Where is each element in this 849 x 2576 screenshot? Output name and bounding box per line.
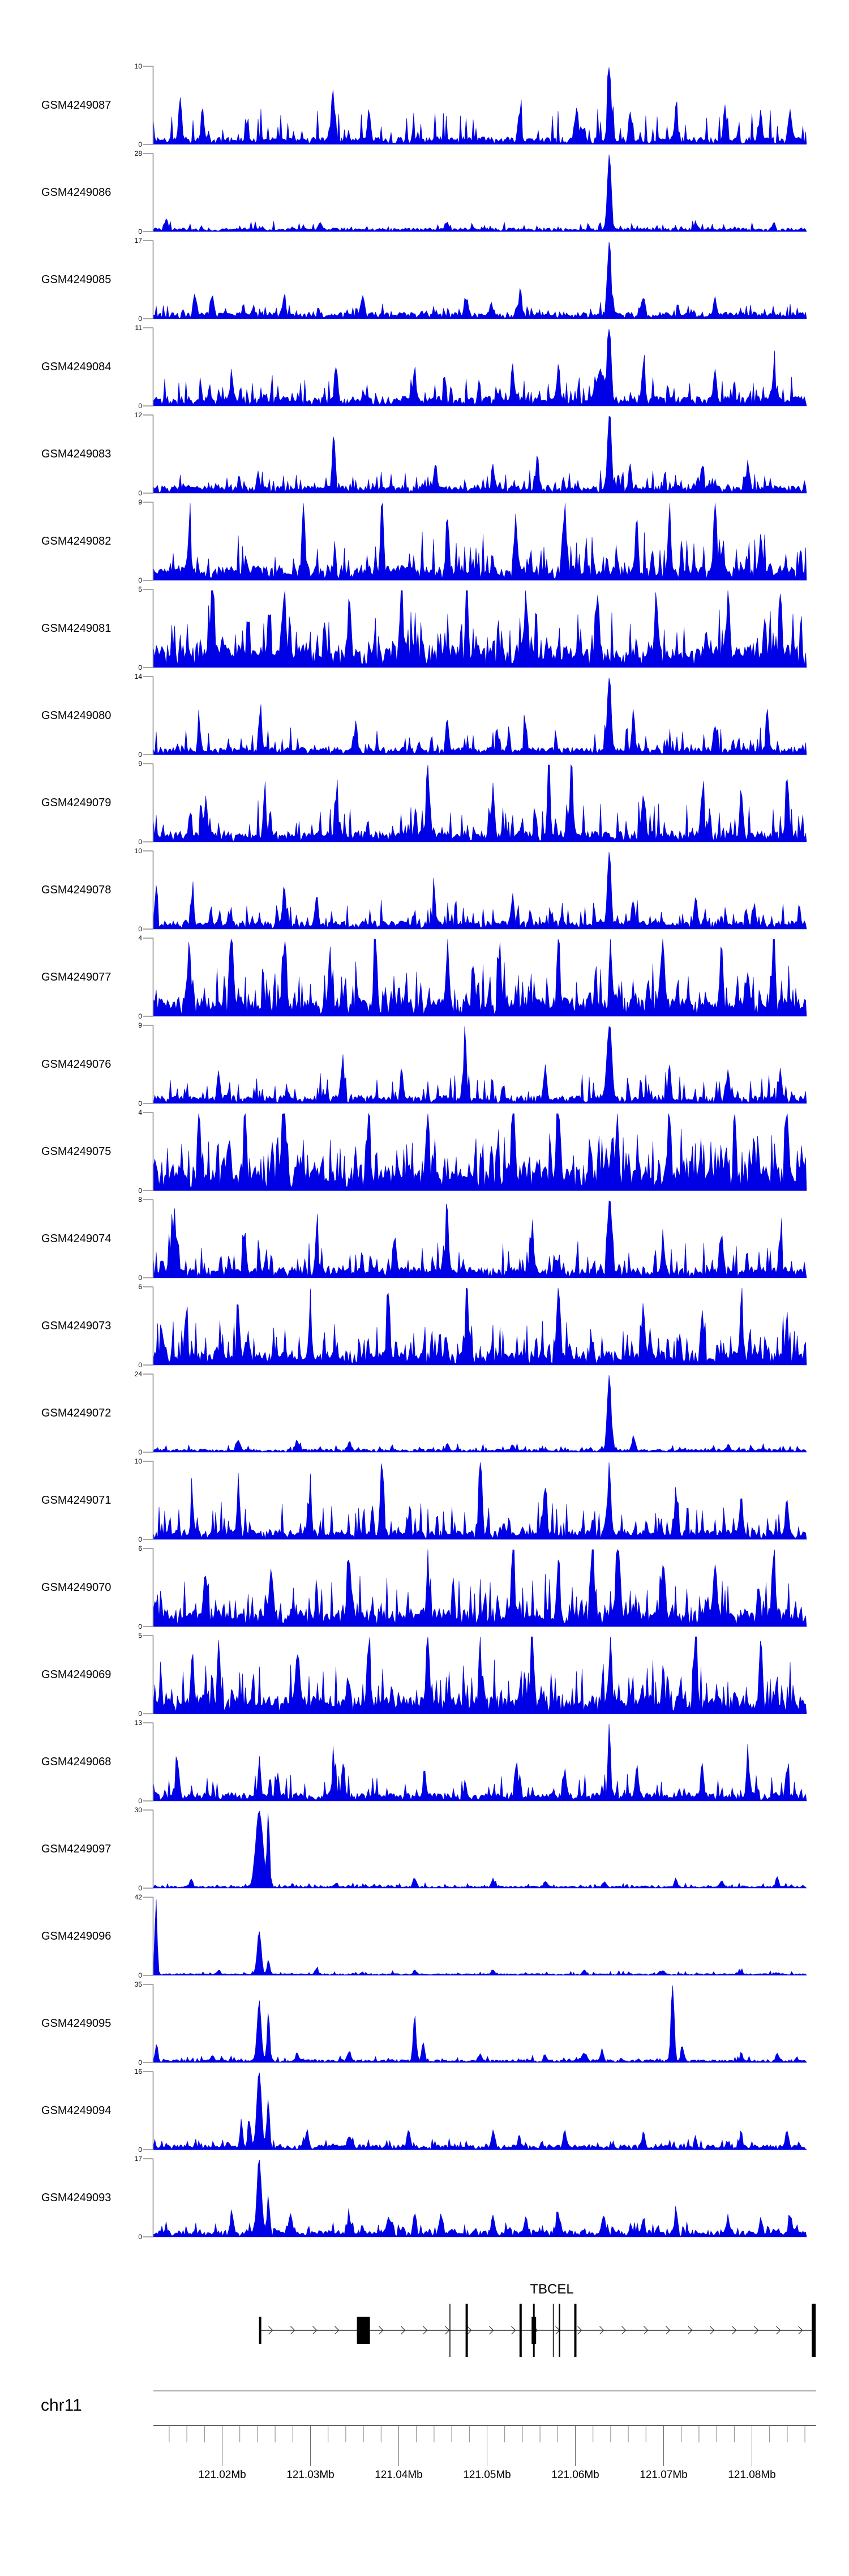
track-label: GSM4249074 (41, 1233, 112, 1245)
track-ymin-label: 0 (138, 838, 142, 846)
track-label: GSM4249095 (41, 2017, 112, 2030)
track-label: GSM4249084 (41, 361, 112, 373)
track-ymin-label: 0 (138, 1099, 142, 1107)
track-ymax-label: 14 (134, 673, 142, 681)
track-ymax-label: 6 (138, 1544, 142, 1552)
track-ymin-label: 0 (138, 751, 142, 759)
track-ymin-label: 0 (138, 1274, 142, 1282)
gene-name-label: TBCEL (530, 2282, 574, 2297)
track-label: GSM4249085 (41, 273, 112, 286)
axis-tick-label: 121.02Mb (198, 2469, 246, 2481)
track-ymax-label: 4 (138, 934, 142, 942)
track-label: GSM4249068 (41, 1756, 112, 1768)
track-label: GSM4249079 (41, 797, 112, 809)
track-ymin-label: 0 (138, 1535, 142, 1543)
track-ymin-label: 0 (138, 2146, 142, 2154)
track-label: GSM4249070 (41, 1581, 112, 1594)
track-label: GSM4249078 (41, 884, 112, 896)
track-ymin-label: 0 (138, 1884, 142, 1892)
track-ymax-label: 35 (134, 1980, 142, 1988)
track-ymin-label: 0 (138, 140, 142, 148)
track-ymin-label: 0 (138, 664, 142, 671)
track-ymin-label: 0 (138, 1623, 142, 1631)
track-label: GSM4249087 (41, 99, 112, 112)
axis-tick-label: 121.05Mb (463, 2469, 511, 2481)
track-ymax-label: 8 (138, 1196, 142, 1204)
axis-tick-label: 121.08Mb (728, 2469, 776, 2481)
axis-tick-label: 121.07Mb (640, 2469, 688, 2481)
track-label: GSM4249096 (41, 1930, 112, 1942)
track-ymax-label: 5 (138, 585, 142, 593)
track-ymin-label: 0 (138, 315, 142, 323)
track-label: GSM4249076 (41, 1058, 112, 1071)
track-ymax-label: 24 (134, 1370, 142, 1378)
track-label: GSM4249093 (41, 2192, 112, 2204)
track-ymin-label: 0 (138, 925, 142, 933)
track-label: GSM4249081 (41, 622, 112, 635)
track-ymax-label: 17 (134, 2155, 142, 2163)
track-ymin-label: 0 (138, 228, 142, 236)
axis-tick-label: 121.03Mb (286, 2469, 335, 2481)
track-ymax-label: 28 (134, 149, 142, 157)
track-ymax-label: 16 (134, 2068, 142, 2076)
track-ymax-label: 5 (138, 1632, 142, 1640)
track-ymax-label: 11 (135, 324, 142, 332)
track-label: GSM4249080 (41, 709, 112, 722)
track-ymin-label: 0 (138, 576, 142, 584)
track-ymin-label: 0 (138, 489, 142, 497)
track-label: GSM4249072 (41, 1407, 112, 1419)
track-ymax-label: 12 (134, 411, 142, 419)
axis-tick-label: 121.06Mb (551, 2469, 599, 2481)
track-ymin-label: 0 (138, 2233, 142, 2241)
track-label: GSM4249082 (41, 535, 112, 547)
track-ymin-label: 0 (138, 1448, 142, 1456)
track-ymax-label: 13 (134, 1719, 142, 1727)
track-label: GSM4249086 (41, 186, 112, 199)
track-ymax-label: 10 (134, 1457, 142, 1465)
track-ymax-label: 9 (138, 498, 142, 506)
track-label: GSM4249075 (41, 1145, 112, 1158)
track-label: GSM4249071 (41, 1494, 112, 1507)
track-label: GSM4249094 (41, 2104, 112, 2117)
track-label: GSM4249073 (41, 1320, 112, 1332)
track-ymax-label: 10 (134, 62, 142, 70)
track-ymin-label: 0 (138, 1797, 142, 1805)
track-ymax-label: 30 (134, 1806, 142, 1814)
track-label: GSM4249077 (41, 971, 112, 983)
chromosome-label: chr11 (41, 2396, 82, 2415)
track-ymin-label: 0 (138, 1361, 142, 1369)
track-ymax-label: 9 (138, 1021, 142, 1029)
track-ymax-label: 9 (138, 760, 142, 768)
track-ymax-label: 10 (134, 847, 142, 855)
axis-tick-label: 121.04Mb (375, 2469, 423, 2481)
track-ymin-label: 0 (138, 1710, 142, 1718)
track-ymin-label: 0 (138, 402, 142, 410)
track-ymin-label: 0 (138, 1971, 142, 1979)
track-ymin-label: 0 (138, 1012, 142, 1020)
track-label: GSM4249069 (41, 1668, 112, 1681)
track-ymin-label: 0 (138, 1187, 142, 1195)
track-ymax-label: 4 (138, 1109, 142, 1116)
track-ymax-label: 42 (134, 1893, 142, 1901)
track-ymax-label: 17 (134, 237, 142, 245)
track-ymax-label: 6 (138, 1283, 142, 1291)
track-label: GSM4249083 (41, 448, 112, 460)
track-ymin-label: 0 (138, 2059, 142, 2066)
track-label: GSM4249097 (41, 1843, 112, 1855)
